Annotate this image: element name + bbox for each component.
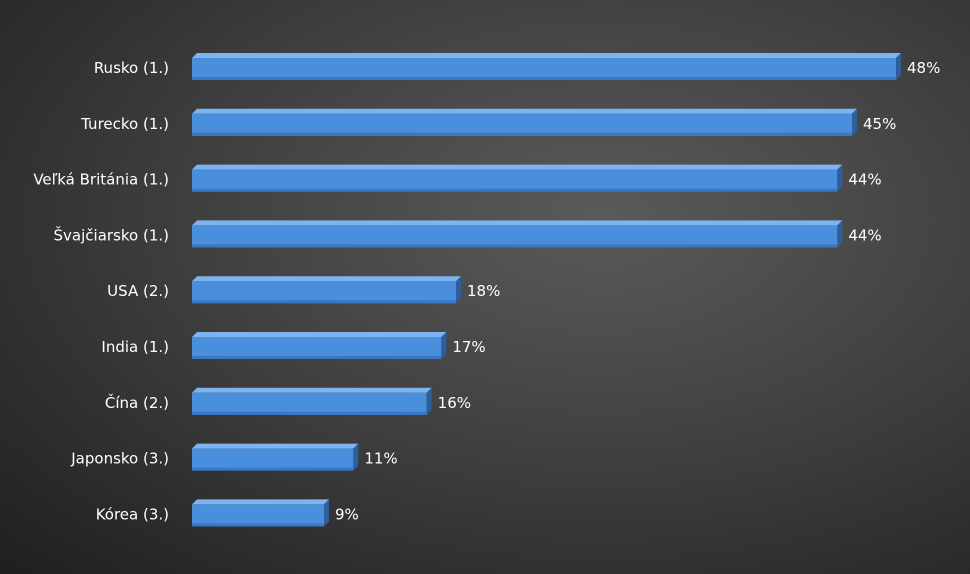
- value-label: 45%: [863, 115, 896, 133]
- category-label: Veľká Británia (1.): [33, 171, 169, 189]
- bar-top-face: [192, 499, 329, 505]
- bar-front-face: [192, 113, 852, 136]
- bar-side-face: [426, 387, 432, 415]
- category-label: India (1.): [101, 338, 169, 356]
- bar-side-face: [353, 443, 359, 471]
- bar-top-face: [192, 332, 447, 337]
- category-label: USA (2.): [107, 282, 169, 300]
- bar-bottom-shade: [192, 244, 838, 248]
- bar-front-face: [192, 281, 456, 304]
- bar-2: [192, 164, 843, 192]
- value-label: 48%: [907, 59, 940, 77]
- category-label: Švajčiarsko (1.): [54, 225, 169, 244]
- bar-side-face: [324, 499, 329, 527]
- bar-bottom-shade: [192, 300, 456, 304]
- bar-top-face: [192, 108, 857, 114]
- bar-side-face: [456, 276, 461, 304]
- bar-6: [192, 387, 432, 415]
- value-label: 16%: [438, 394, 471, 412]
- value-label: 44%: [848, 226, 881, 244]
- bar-bottom-shade: [192, 467, 354, 471]
- bar-3: [192, 220, 843, 248]
- bar-0: [192, 53, 901, 80]
- bar-top-face: [192, 387, 432, 393]
- category-label: Čína (2.): [105, 393, 169, 412]
- bar-top-face: [192, 164, 843, 170]
- value-label: 11%: [364, 450, 397, 468]
- bar-5: [192, 332, 447, 359]
- value-label: 18%: [467, 282, 500, 300]
- bar-4: [192, 276, 461, 304]
- bar-1: [192, 108, 857, 136]
- bar-side-face: [837, 220, 843, 248]
- bar-side-face: [896, 53, 901, 80]
- bar-side-face: [837, 164, 843, 192]
- bar-7: [192, 443, 359, 471]
- category-label: Japonsko (3.): [70, 450, 169, 468]
- bar-bottom-shade: [192, 188, 838, 192]
- bar-side-face: [441, 332, 447, 359]
- value-label: 17%: [452, 338, 485, 356]
- value-label: 44%: [848, 171, 881, 189]
- bar-8: [192, 499, 329, 527]
- bar-side-face: [852, 108, 857, 136]
- bar-bottom-shade: [192, 77, 896, 80]
- bar-front-face: [192, 337, 442, 359]
- category-label: Rusko (1.): [94, 59, 169, 77]
- value-label: 9%: [335, 505, 359, 523]
- category-label: Turecko (1.): [80, 115, 169, 133]
- category-labels: Rusko (1.) Turecko (1.) Veľká Británia (1.…: [33, 59, 169, 523]
- bar-top-face: [192, 443, 359, 449]
- bar-front-face: [192, 392, 427, 415]
- bar-front-face: [192, 225, 838, 248]
- bar-top-face: [192, 53, 901, 58]
- bar-top-face: [192, 220, 843, 226]
- bar-front-face: [192, 504, 324, 527]
- bar-bottom-shade: [192, 523, 324, 527]
- bar-front-face: [192, 169, 838, 192]
- bar-front-face: [192, 448, 354, 471]
- category-label: Kórea (3.): [96, 505, 169, 523]
- bars-layer: [192, 53, 901, 527]
- bar-front-face: [192, 58, 896, 80]
- bar-bottom-shade: [192, 411, 427, 415]
- value-labels: 48% 45% 44% 44% 18% 17% 16% 11% 9%: [335, 59, 940, 523]
- bar-bottom-shade: [192, 132, 852, 136]
- bar-bottom-shade: [192, 356, 442, 359]
- bar-top-face: [192, 276, 461, 282]
